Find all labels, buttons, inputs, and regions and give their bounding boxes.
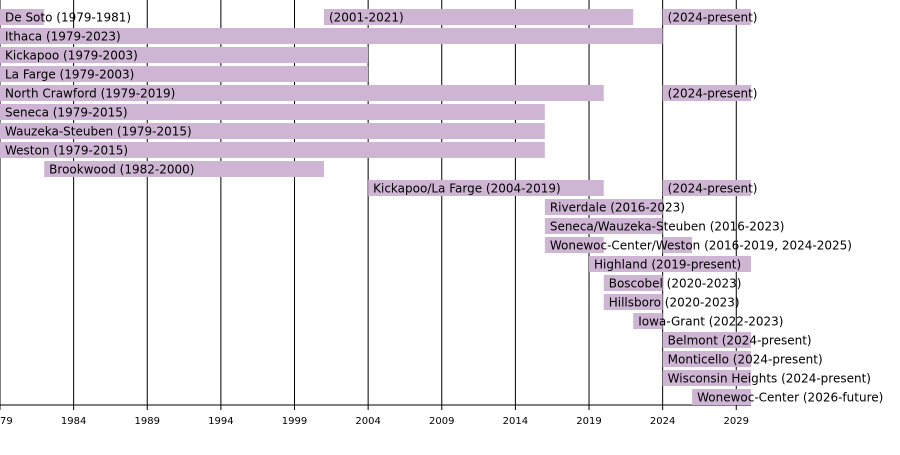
bar: [662, 332, 751, 348]
x-tick-label: 2029: [724, 416, 749, 427]
x-tick-label: 1999: [282, 416, 307, 427]
bar: [662, 370, 751, 386]
bar-label: Kickapoo (1979-2003): [5, 49, 138, 63]
bar: [323, 9, 634, 25]
bar-label: Brookwood (1982-2000): [49, 163, 194, 177]
x-tick-label: 2009: [429, 416, 454, 427]
bar: [0, 47, 369, 63]
x-tick-label: 1989: [135, 416, 160, 427]
x-tick-label: 2024: [650, 416, 675, 427]
bar-label: (2024-present): [668, 87, 758, 101]
bar: [692, 389, 751, 405]
x-tick-label: 1994: [208, 416, 233, 427]
x-tick-label: 1984: [61, 416, 86, 427]
bar: [589, 256, 751, 272]
bar: [0, 28, 663, 44]
bar-label: Riverdale (2016-2023): [550, 201, 685, 215]
bar-label: (2001-2021): [329, 11, 404, 25]
bar-label: De Soto (1979-1981): [5, 11, 131, 25]
x-tick-label: 2019: [576, 416, 601, 427]
bar: [662, 180, 751, 196]
bar: [633, 313, 663, 329]
bar: [0, 142, 545, 158]
bar-label: (2024-present): [668, 182, 758, 196]
bar-label: Wonewoc-Center/Weston (2016-2019, 2024-2…: [550, 239, 852, 253]
bar-label: Wisconsin Heights (2024-present): [668, 372, 871, 386]
labels: 1979 1984 1989 1994 1999 2004 2009 2014 2019 2024…: [0, 11, 883, 428]
bar-label: Wonewoc-Center (2026-future): [697, 391, 883, 405]
bar: [0, 9, 45, 25]
bar-label: Belmont (2024-present): [668, 334, 812, 348]
bar: [368, 180, 604, 196]
bar: [544, 237, 604, 253]
bar: [603, 294, 663, 310]
bar: [662, 351, 751, 367]
bar: [0, 85, 604, 101]
x-tick-label: 2004: [355, 416, 380, 427]
bar-label: Wauzeka-Steuben (1979-2015): [5, 125, 192, 139]
bar-label: Kickapoo/La Farge (2004-2019): [373, 182, 561, 196]
bar-label: (2024-present): [668, 11, 758, 25]
bar-label: Seneca (1979-2015): [5, 106, 128, 120]
x-tick-label: 1979: [0, 416, 13, 427]
bar: [662, 9, 751, 25]
bar: [44, 161, 324, 177]
bar-label: Weston (1979-2015): [5, 144, 128, 158]
bar-label: La Farge (1979-2003): [5, 68, 134, 82]
bar-label: Monticello (2024-present): [668, 353, 823, 367]
bar: [0, 104, 545, 120]
bar: [662, 85, 751, 101]
bar: [544, 199, 663, 215]
bar: [0, 123, 545, 139]
bar: [662, 237, 693, 253]
bar-label: Ithaca (1979-2023): [5, 30, 121, 44]
x-tick-label: 2014: [503, 416, 528, 427]
bar-label: Iowa-Grant (2022-2023): [638, 315, 783, 329]
bars: [0, 9, 751, 405]
bar: [544, 218, 663, 234]
bar: [603, 275, 663, 291]
bar-label: Highland (2019-present): [594, 258, 741, 272]
bar-label: North Crawford (1979-2019): [5, 87, 175, 101]
bar: [0, 66, 369, 82]
bar-label: Seneca/Wauzeka-Steuben (2016-2023): [550, 220, 785, 234]
bar-label: Hillsboro (2020-2023): [609, 296, 740, 310]
bar-label: Boscobel (2020-2023): [609, 277, 742, 291]
